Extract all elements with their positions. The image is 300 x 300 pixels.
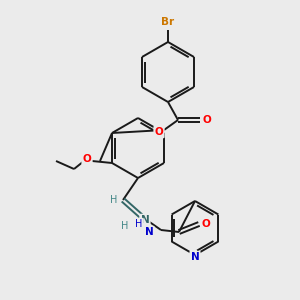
Text: N: N: [145, 227, 153, 237]
Text: O: O: [202, 115, 211, 125]
Text: H: H: [110, 195, 118, 205]
Text: O: O: [82, 154, 91, 164]
Text: O: O: [202, 219, 210, 229]
Text: H: H: [135, 219, 143, 229]
Text: O: O: [154, 127, 164, 137]
Text: H: H: [121, 221, 129, 231]
Text: N: N: [190, 252, 200, 262]
Text: N: N: [141, 215, 149, 225]
Text: Br: Br: [161, 17, 175, 27]
